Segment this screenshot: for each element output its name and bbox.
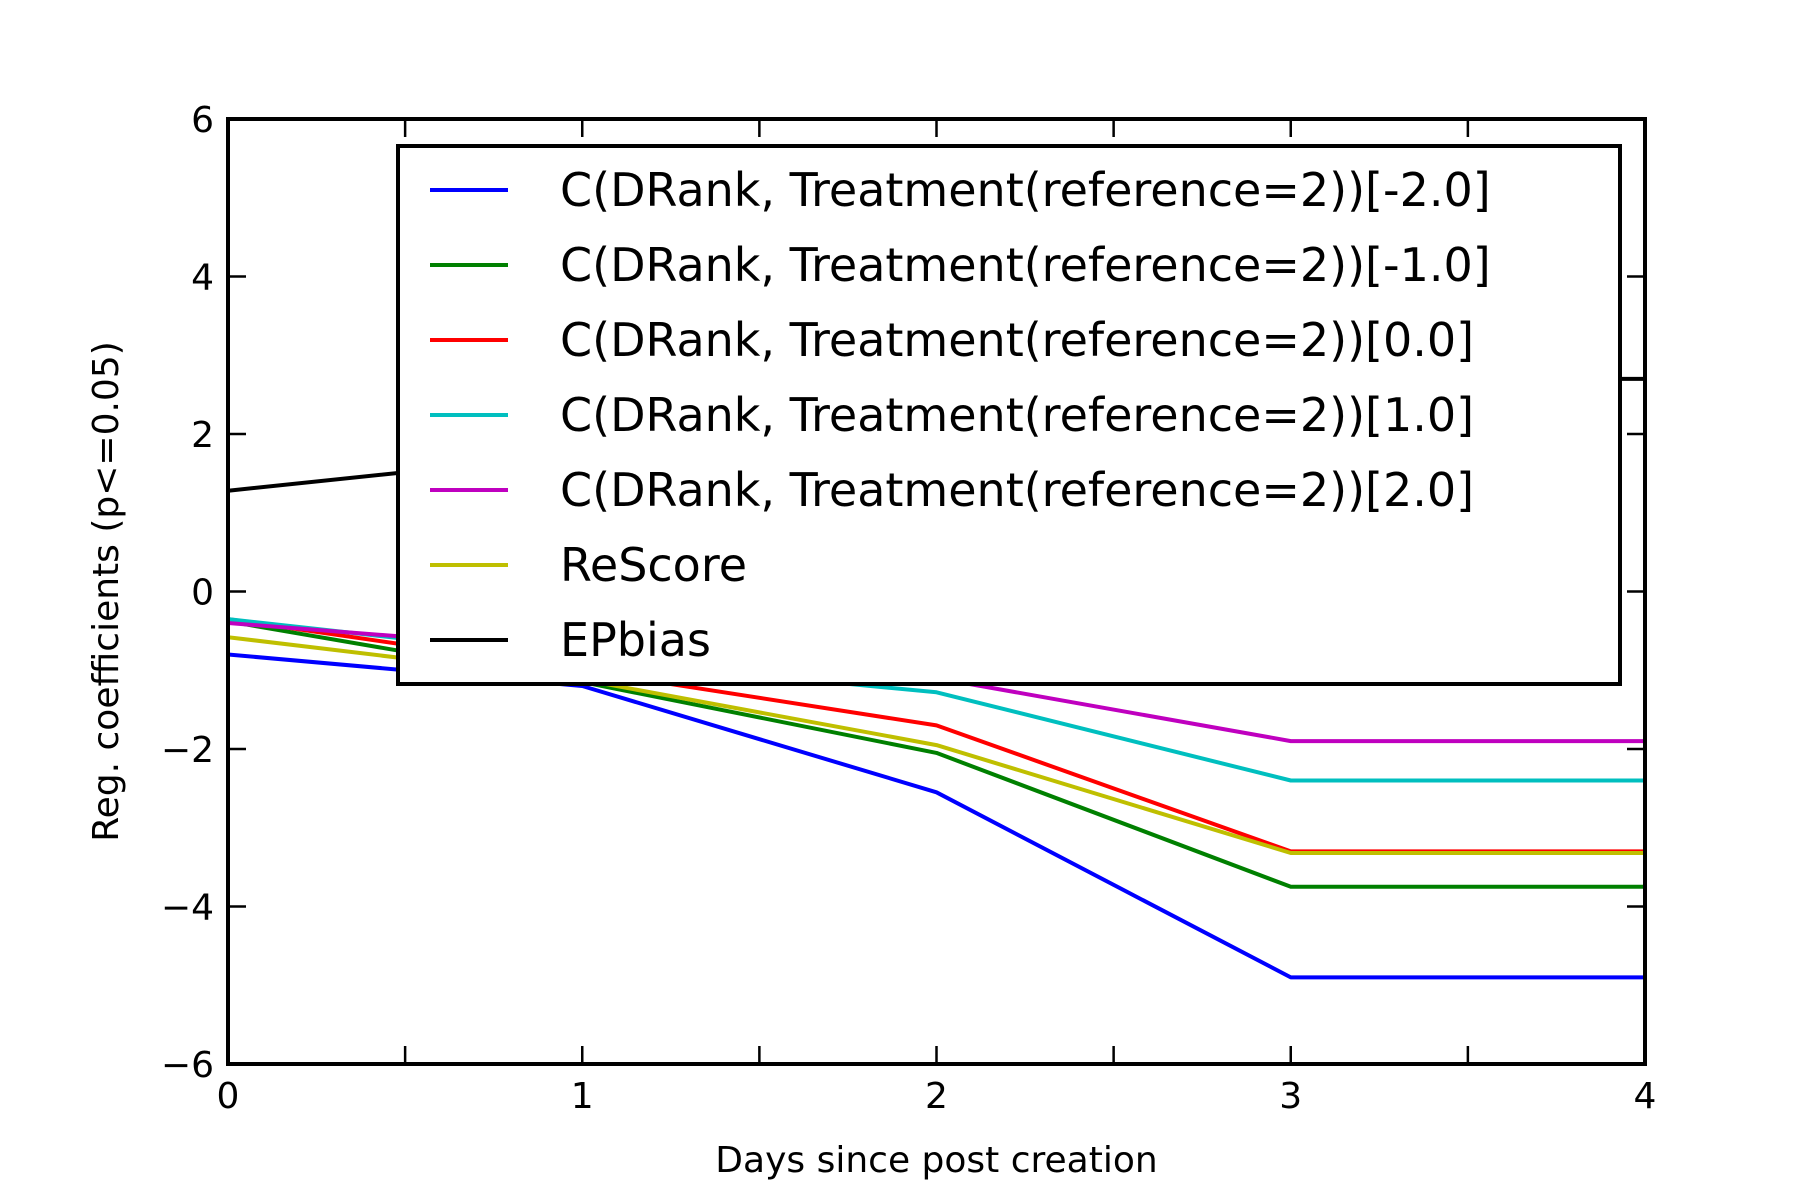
legend: C(DRank, Treatment(reference=2))[-2.0] C(…	[396, 144, 1622, 686]
legend-label: ReScore	[560, 538, 747, 592]
y-tick-label: −2	[161, 730, 214, 771]
y-tick-label: 0	[191, 573, 214, 614]
y-tick-label: −4	[161, 888, 214, 929]
x-tick-label: 2	[925, 1076, 948, 1117]
x-tick-label: 4	[1634, 1076, 1657, 1117]
legend-label: C(DRank, Treatment(reference=2))[0.0]	[560, 313, 1474, 367]
legend-label: EPbias	[560, 613, 711, 667]
y-tick-label: 6	[191, 100, 214, 141]
series-line-0	[228, 652, 1645, 980]
x-tick-label: 3	[1279, 1076, 1302, 1117]
legend-label: C(DRank, Treatment(reference=2))[-1.0]	[560, 238, 1491, 292]
legend-box	[396, 144, 1622, 686]
y-tick-label: 4	[191, 258, 214, 299]
x-tick-label: 0	[217, 1076, 240, 1117]
legend-label: C(DRank, Treatment(reference=2))[2.0]	[560, 463, 1474, 517]
y-tick-label: −6	[161, 1045, 214, 1086]
legend-label: C(DRank, Treatment(reference=2))[1.0]	[560, 388, 1474, 442]
y-tick-label: 2	[191, 415, 214, 456]
x-tick-label: 1	[571, 1076, 594, 1117]
legend-label: C(DRank, Treatment(reference=2))[-2.0]	[560, 163, 1491, 217]
y-axis: −6 −4 −2 0 2 4 6	[161, 100, 1645, 1086]
x-axis: 0 1 2 3 4	[217, 119, 1657, 1117]
y-axis-label: Reg. coefficients (p<=0.05)	[86, 341, 127, 842]
x-axis-label: Days since post creation	[715, 1140, 1157, 1181]
